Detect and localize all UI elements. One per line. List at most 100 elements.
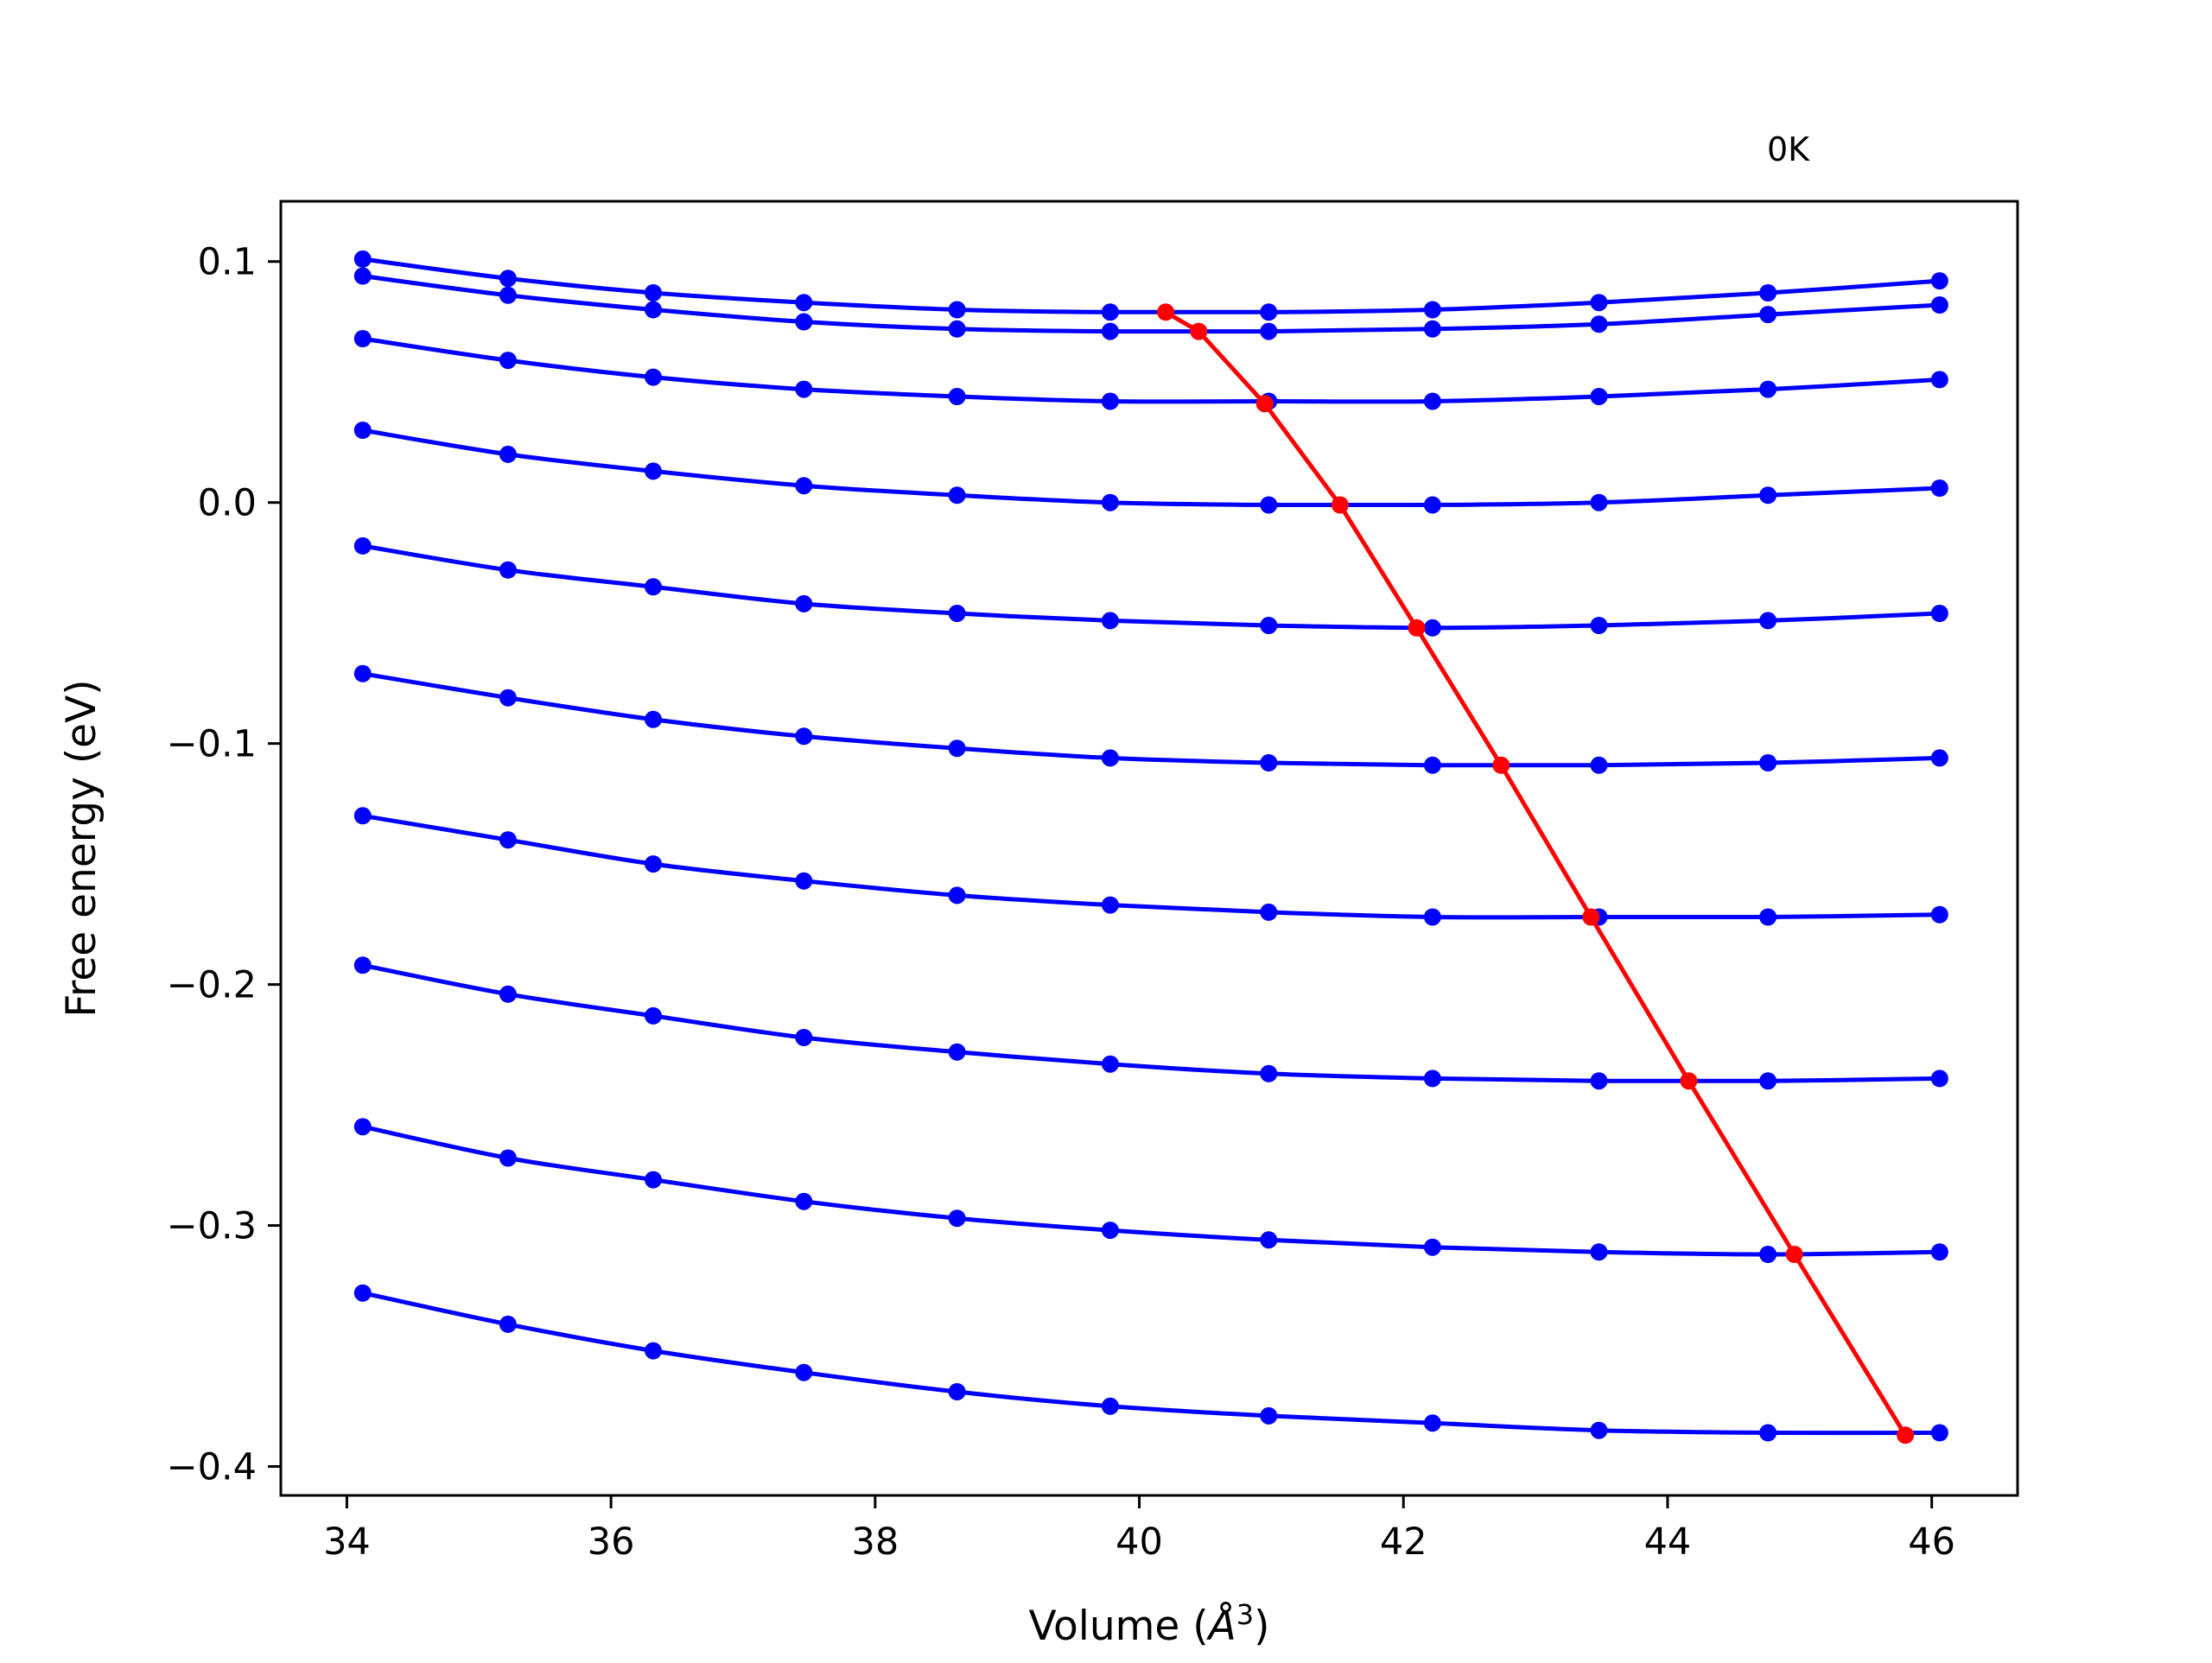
isotherm-7-point-10 — [1759, 908, 1777, 926]
isotherm-1-point-11 — [1930, 272, 1948, 290]
isotherm-10-point-7 — [1260, 1406, 1278, 1425]
isotherm-5-point-6 — [1101, 612, 1119, 630]
y-axis-label: Free energy (eV) — [58, 679, 105, 1017]
isotherm-3-point-4 — [795, 380, 813, 398]
isotherm-9-point-11 — [1930, 1243, 1948, 1261]
x-tick-label-44: 44 — [1644, 1520, 1692, 1564]
isotherm-1-point-6 — [1101, 303, 1119, 321]
minimum-point-9 — [1785, 1246, 1803, 1263]
isotherm-8-point-5 — [948, 1043, 966, 1061]
isotherm-2-point-10 — [1759, 306, 1777, 324]
isotherm-1-point-7 — [1260, 303, 1278, 321]
isotherm-5-point-4 — [795, 594, 813, 613]
isotherm-4-point-4 — [795, 477, 813, 495]
isotherm-2-point-3 — [645, 301, 662, 319]
y-axis-ticks: 0.1 0.0 −0.1 −0.2 −0.3 −0.4 — [167, 241, 281, 1489]
isotherm-4-point-3 — [645, 462, 662, 480]
x-axis-ticks: 34 36 38 40 42 44 46 — [323, 1495, 1955, 1564]
isotherm-10-point-2 — [499, 1315, 517, 1333]
isotherm-10-point-3 — [645, 1342, 662, 1360]
isotherm-7-point-6 — [1101, 896, 1119, 914]
isotherm-7-point-11 — [1930, 905, 1948, 924]
isotherm-9-point-10 — [1759, 1246, 1777, 1263]
x-axis-label-unit: Å — [1206, 1603, 1236, 1650]
isotherm-5-point-5 — [948, 605, 966, 622]
isotherm-10-point-11 — [1930, 1424, 1948, 1442]
isotherm-6-point-3 — [645, 710, 662, 728]
isotherm-3-point-6 — [1101, 392, 1119, 410]
isotherm-2-point-8 — [1423, 320, 1441, 338]
isotherm-10-point-8 — [1423, 1414, 1441, 1432]
x-tick-label-34: 34 — [323, 1520, 371, 1564]
isotherm-8-point-8 — [1423, 1070, 1441, 1088]
isotherm-5-point-1 — [353, 536, 372, 555]
x-tick-label-40: 40 — [1116, 1520, 1163, 1564]
isotherm-9-point-9 — [1590, 1243, 1608, 1261]
temperature-annotation: 0K — [1767, 130, 1810, 168]
x-axis-label-superscript: 3 — [1236, 1598, 1254, 1631]
isotherm-2-point-11 — [1930, 296, 1948, 314]
minimum-energy-curve — [1157, 303, 1915, 1444]
isotherm-5-point-3 — [645, 578, 662, 596]
isotherm-10-point-6 — [1101, 1397, 1119, 1415]
isotherm-6-point-10 — [1759, 754, 1777, 771]
isotherm-5-point-7 — [1260, 617, 1278, 634]
isotherm-1-point-1 — [353, 250, 372, 268]
isotherm-9-point-3 — [645, 1171, 662, 1189]
isotherm-7-point-3 — [645, 855, 662, 873]
isotherm-1-point-9 — [1590, 294, 1608, 312]
isotherm-8-point-6 — [1101, 1055, 1119, 1073]
isotherm-9-point-6 — [1101, 1222, 1119, 1240]
y-tick-label-5: −0.3 — [167, 1205, 257, 1248]
x-tick-label-36: 36 — [588, 1520, 635, 1564]
isotherm-7-point-1 — [353, 807, 372, 825]
isotherm-3-point-10 — [1759, 380, 1777, 398]
isotherm-3-point-11 — [1930, 371, 1948, 389]
isotherm-10-point-10 — [1759, 1424, 1777, 1442]
isotherm-1-point-10 — [1759, 284, 1777, 301]
isotherm-7-point-2 — [499, 831, 517, 849]
isotherm-9-point-7 — [1260, 1231, 1278, 1249]
minimum-point-10 — [1897, 1426, 1915, 1444]
isotherm-8-point-3 — [645, 1006, 662, 1025]
isotherm-10-point-5 — [948, 1383, 966, 1400]
y-tick-label-2: 0.0 — [198, 482, 257, 525]
isotherm-10-point-9 — [1590, 1421, 1608, 1439]
isotherm-6-point-6 — [1101, 749, 1119, 767]
isotherm-8-point-2 — [499, 985, 517, 1003]
minimum-point-2 — [1190, 322, 1208, 340]
x-axis-label-text: Volume ( — [1029, 1603, 1209, 1650]
isotherm-4-point-6 — [1101, 493, 1119, 511]
isotherm-4-point-9 — [1590, 493, 1608, 511]
isotherm-5-point-9 — [1590, 617, 1608, 634]
isotherm-5-point-11 — [1930, 605, 1948, 622]
minimum-point-4 — [1331, 496, 1349, 514]
isotherm-4-point-11 — [1930, 479, 1948, 497]
minimum-point-5 — [1408, 619, 1426, 637]
isotherm-3-point-5 — [948, 388, 966, 405]
minimum-energy-line — [1164, 310, 1908, 1437]
isotherm-2-point-9 — [1590, 315, 1608, 333]
isotherm-1-point-8 — [1423, 301, 1441, 319]
x-tick-label-42: 42 — [1380, 1520, 1427, 1564]
isotherm-8-point-9 — [1590, 1072, 1608, 1090]
y-tick-label-4: −0.2 — [167, 964, 257, 1007]
isotherm-9-point-4 — [795, 1192, 813, 1210]
isotherm-4-point-2 — [499, 445, 517, 463]
isotherm-4-point-1 — [353, 422, 372, 439]
isotherm-6-point-1 — [353, 664, 372, 682]
isotherm-3-point-1 — [353, 330, 372, 347]
isotherm-1-point-3 — [645, 284, 662, 301]
isotherm-3-point-2 — [499, 352, 517, 370]
isotherm-6-point-9 — [1590, 756, 1608, 774]
isotherm-4-point-8 — [1423, 496, 1441, 514]
isotherm-2-point-7 — [1260, 322, 1278, 340]
minimum-point-6 — [1492, 756, 1510, 774]
minimum-point-3 — [1255, 395, 1274, 413]
isotherm-8-point-4 — [795, 1029, 813, 1046]
isotherm-2-point-1 — [353, 267, 372, 285]
isotherm-7-point-4 — [795, 872, 813, 890]
x-axis-label: Volume (Å3) — [1029, 1598, 1270, 1650]
